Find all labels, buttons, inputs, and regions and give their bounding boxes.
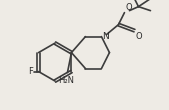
Text: F: F	[28, 67, 33, 76]
Text: O: O	[125, 3, 132, 12]
Text: H₂N: H₂N	[58, 76, 75, 85]
Text: O: O	[136, 32, 142, 41]
Text: N: N	[102, 32, 109, 41]
